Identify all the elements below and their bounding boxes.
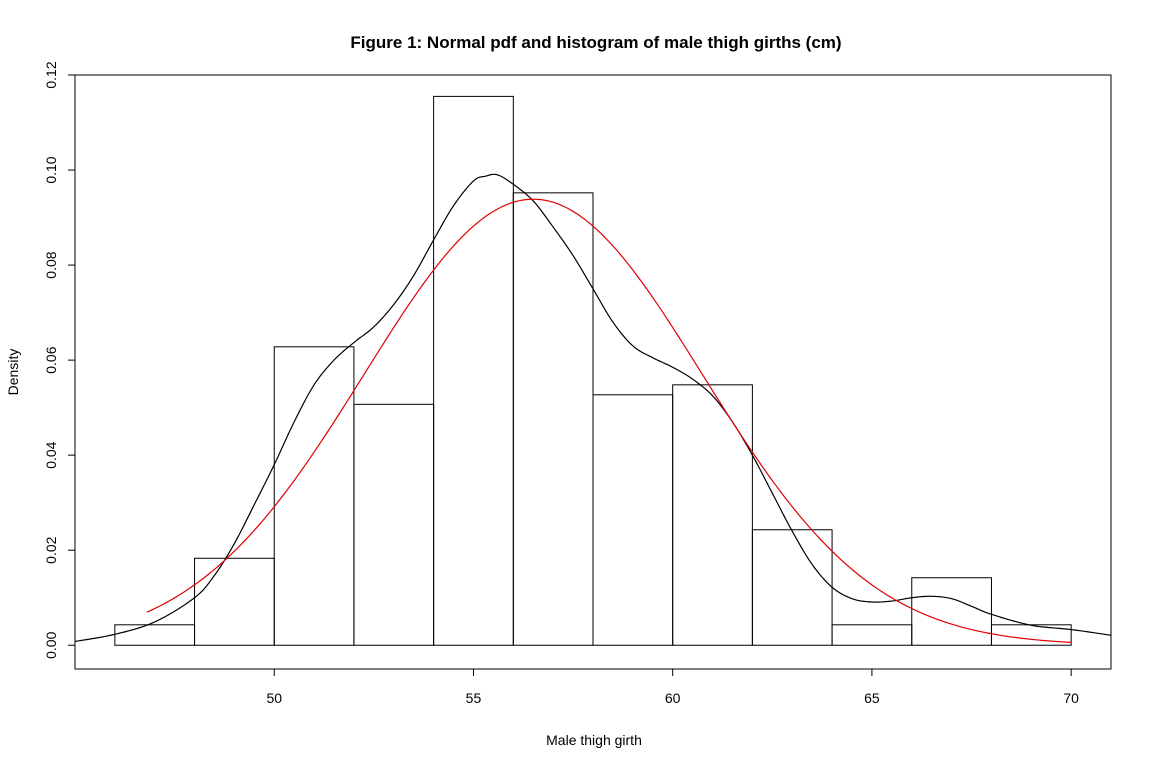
histogram-bar bbox=[672, 384, 753, 646]
x-axis-label: Male thigh girth bbox=[546, 732, 642, 748]
x-tick-label: 60 bbox=[665, 690, 681, 706]
chart-title: Figure 1: Normal pdf and histogram of ma… bbox=[350, 33, 841, 52]
y-tick-label: 0.12 bbox=[43, 61, 59, 88]
histogram-bar bbox=[592, 394, 674, 646]
histogram-bar bbox=[911, 577, 992, 646]
x-tick-label: 50 bbox=[266, 690, 282, 706]
y-tick-label: 0.10 bbox=[43, 156, 59, 183]
histogram-bar bbox=[751, 529, 833, 646]
y-tick-label: 0.06 bbox=[43, 346, 59, 373]
x-tick-label: 55 bbox=[466, 690, 482, 706]
y-tick-label: 0.02 bbox=[43, 536, 59, 563]
x-tick-label: 70 bbox=[1063, 690, 1079, 706]
kernel-density-curve bbox=[74, 173, 1112, 643]
normal-pdf-curve bbox=[146, 198, 1072, 643]
y-tick-label: 0.04 bbox=[43, 441, 59, 468]
histogram-bar bbox=[512, 192, 594, 646]
x-tick-label: 65 bbox=[864, 690, 880, 706]
y-axis: 0.00 0.02 0.04 0.06 0.08 0.10 0.12 bbox=[43, 61, 75, 659]
y-axis-label: Density bbox=[5, 349, 21, 396]
histogram-bar bbox=[353, 403, 435, 646]
y-tick-label: 0.08 bbox=[43, 251, 59, 278]
histogram-bars bbox=[114, 95, 1072, 646]
histogram-bar bbox=[114, 624, 196, 646]
y-tick-label: 0.00 bbox=[43, 631, 59, 658]
plot-frame bbox=[74, 74, 1112, 670]
histogram-bar bbox=[433, 95, 514, 646]
histogram-bar bbox=[273, 346, 355, 646]
x-axis: 50 55 60 65 70 bbox=[266, 669, 1079, 706]
density-curves bbox=[74, 173, 1112, 643]
histogram-bar bbox=[831, 624, 913, 646]
histogram-bar bbox=[194, 557, 275, 646]
